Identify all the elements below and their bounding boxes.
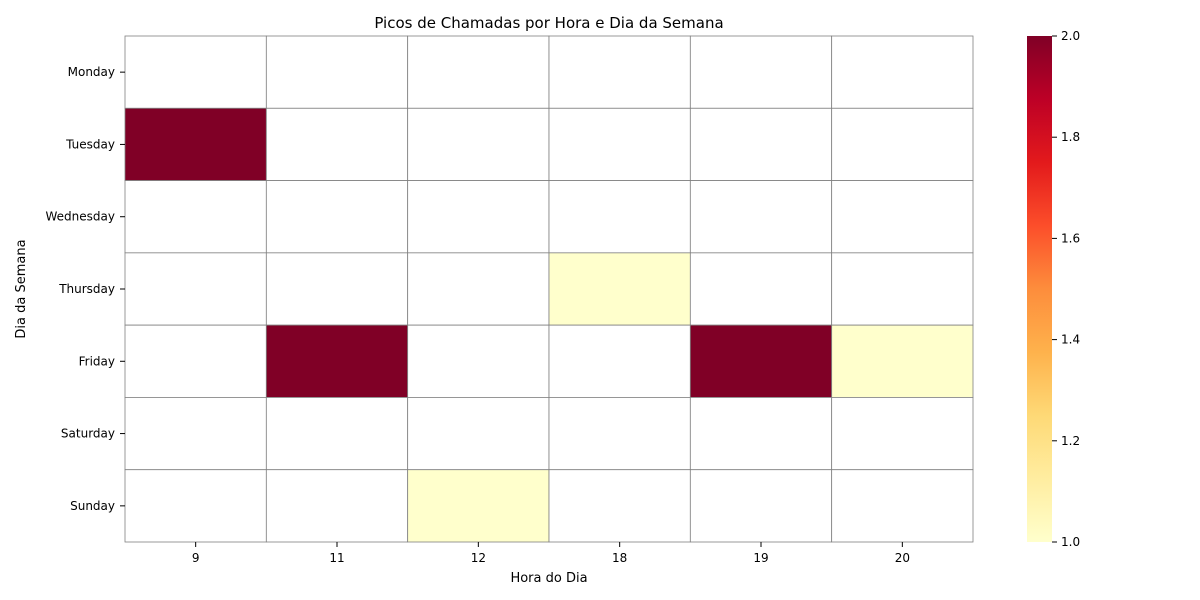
- y-tick-label: Tuesday: [65, 137, 115, 151]
- heatmap-cell: [689, 252, 833, 326]
- heatmap-cell: [831, 324, 974, 398]
- heatmap-cell: [407, 35, 550, 109]
- y-tick-label: Wednesday: [46, 210, 115, 224]
- heatmap-cell: [548, 469, 691, 543]
- heatmap-cell: [831, 469, 974, 543]
- y-tick-label: Monday: [68, 65, 115, 79]
- colorbar-tick-label: 2.0: [1061, 29, 1080, 43]
- x-tick-label: 19: [753, 551, 768, 565]
- heatmap-cell: [407, 180, 550, 254]
- heatmap-cell: [831, 180, 974, 254]
- heatmap-cell: [124, 469, 267, 543]
- x-axis-ticks: 9 11 12 18 19 20: [192, 542, 910, 565]
- heatmap-cell: [689, 35, 833, 109]
- heatmap-cell: [407, 397, 550, 471]
- x-axis-label: Hora do Dia: [510, 571, 587, 586]
- heatmap-cell: [831, 252, 974, 326]
- heatmap-cell: [265, 107, 409, 181]
- colorbar-tick-label: 1.4: [1061, 333, 1080, 347]
- heatmap-cell: [124, 107, 267, 181]
- heatmap-cell: [265, 35, 409, 109]
- heatmap-cell: [407, 324, 550, 398]
- heatmap-cell: [124, 397, 267, 471]
- x-tick-label: 11: [329, 551, 344, 565]
- heatmap-cell: [831, 397, 974, 471]
- x-tick-label: 12: [471, 551, 486, 565]
- colorbar: 1.0 1.2 1.4 1.6 1.8 2.0: [1027, 29, 1080, 549]
- heatmap-cell: [689, 397, 833, 471]
- colorbar-tick-label: 1.2: [1061, 434, 1080, 448]
- heatmap-cell: [548, 252, 691, 326]
- heatmap-cell: [124, 324, 267, 398]
- heatmap-cell: [548, 35, 691, 109]
- heatmap-cell: [124, 252, 267, 326]
- heatmap-cell: [265, 324, 409, 398]
- y-tick-label: Friday: [79, 354, 115, 368]
- heatmap-cell: [548, 180, 691, 254]
- colorbar-tick-label: 1.6: [1061, 231, 1080, 245]
- heatmap-cell: [265, 180, 409, 254]
- colorbar-tick-label: 1.0: [1061, 535, 1080, 549]
- heatmap-cell: [689, 107, 833, 181]
- y-tick-label: Sunday: [70, 499, 115, 513]
- heatmap-cell: [407, 469, 550, 543]
- x-tick-label: 9: [192, 551, 200, 565]
- heatmap-cell: [265, 252, 409, 326]
- heatmap-cell: [407, 252, 550, 326]
- heatmap-cell: [831, 35, 974, 109]
- y-tick-label: Thursday: [58, 282, 115, 296]
- y-axis-label: Dia da Semana: [14, 239, 29, 338]
- heatmap-cell: [124, 180, 267, 254]
- heatmap-cell: [265, 397, 409, 471]
- colorbar-tick-label: 1.8: [1061, 130, 1080, 144]
- chart-title: Picos de Chamadas por Hora e Dia da Sema…: [374, 14, 723, 32]
- heatmap-cell: [265, 469, 409, 543]
- heatmap-cell: [831, 107, 974, 181]
- heatmap-cell: [124, 35, 267, 109]
- y-tick-label: Saturday: [61, 427, 115, 441]
- colorbar-gradient: [1027, 36, 1052, 542]
- heatmap-cell: [407, 107, 550, 181]
- heatmap-cells: [124, 35, 974, 543]
- heatmap-cell: [548, 324, 691, 398]
- heatmap-cell: [548, 107, 691, 181]
- heatmap-cell: [689, 324, 833, 398]
- y-axis-ticks: Monday Tuesday Wednesday Thursday Friday Satu…: [46, 65, 125, 513]
- x-tick-label: 20: [895, 551, 910, 565]
- heatmap-cell: [689, 469, 833, 543]
- heatmap-cell: [689, 180, 833, 254]
- x-tick-label: 18: [612, 551, 627, 565]
- heatmap-cell: [548, 397, 691, 471]
